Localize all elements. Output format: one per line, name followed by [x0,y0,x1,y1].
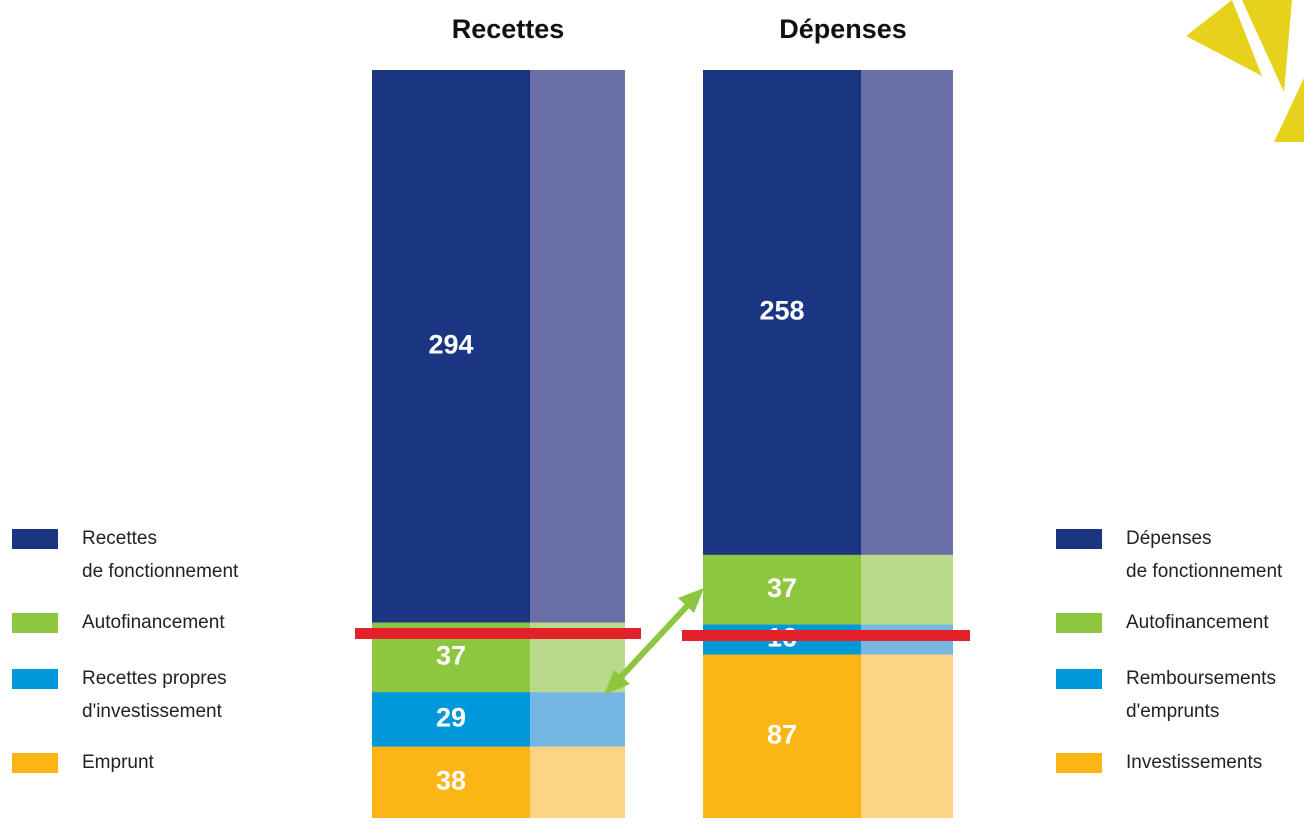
value-label: 87 [767,719,797,749]
legend-label: Recettes propres d'investissement [82,668,227,722]
segment [372,692,530,747]
legend-swatch [1056,613,1102,633]
legend-swatch [12,613,58,633]
value-label: 29 [436,702,466,732]
value-label: 258 [759,296,804,326]
legend-label: Emprunt [82,752,154,773]
sun-ray [1186,0,1262,76]
legend-swatch [12,529,58,549]
segment-light [530,746,625,818]
balance-line [355,628,641,639]
segment [703,654,861,818]
legend-swatch [1056,529,1102,549]
sun-ray [1274,78,1304,142]
arrow-head [604,670,630,695]
legend-label: Investissements [1126,752,1263,773]
value-label: 294 [428,329,473,359]
arrow-head [678,588,704,613]
sun-ray [1242,0,1292,92]
segment-light [530,692,625,747]
value-label: 37 [767,573,797,603]
segment-light [861,70,953,555]
legend-label: Autofinancement [82,612,225,633]
segment [703,554,861,625]
arrow-shaft [617,602,691,681]
value-label: 37 [436,640,466,670]
legend-label: Remboursements d'emprunts [1126,668,1276,722]
legend-swatch [1056,753,1102,773]
legend-swatch [12,669,58,689]
legend-label: Dépenses de fonctionnement [1126,528,1283,582]
segment [372,746,530,818]
legend-label: Recettes de fonctionnement [82,528,239,582]
legend-swatch [1056,669,1102,689]
segment-light [530,70,625,623]
legend-label: Autofinancement [1126,612,1269,633]
column-title: Recettes [452,14,565,44]
segment [703,70,861,555]
balance-line [682,630,970,641]
segment-light [861,554,953,625]
column-title: Dépenses [779,14,907,44]
segment-light [861,654,953,818]
value-label: 38 [436,765,466,795]
segment [372,70,530,623]
legend-swatch [12,753,58,773]
